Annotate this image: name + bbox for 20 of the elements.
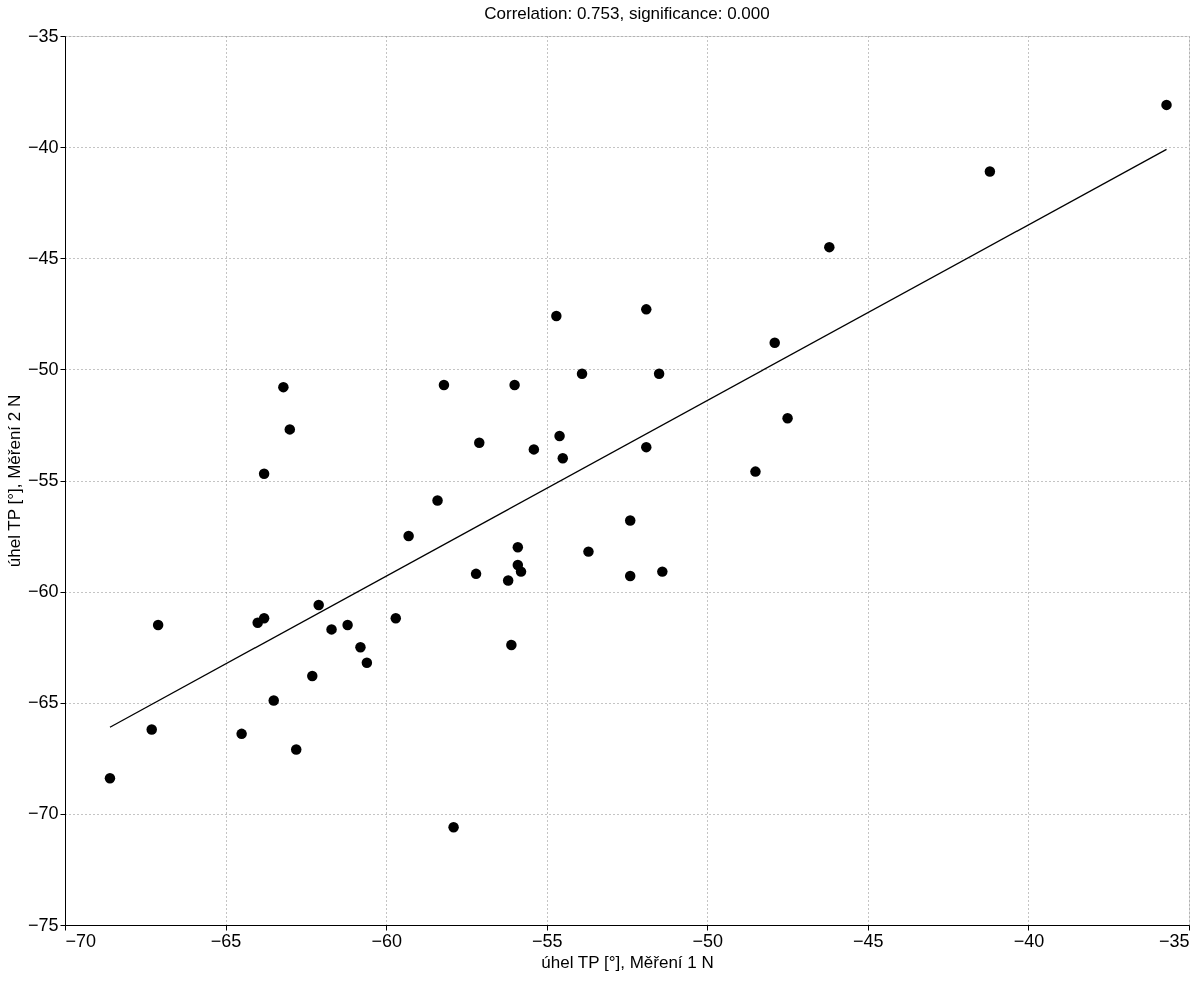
y-tick-label: −45 — [27, 247, 59, 268]
x-tick-label: −60 — [371, 930, 402, 951]
y-tick-label: −55 — [27, 470, 59, 490]
y-tick-label: −60 — [27, 581, 59, 602]
y-tick-label: −35 — [27, 25, 59, 46]
x-tick-label: −65 — [210, 930, 242, 951]
x-tick-label: −50 — [692, 930, 724, 951]
x-tick-label: −45 — [853, 930, 884, 951]
x-axis-title: úhel TP [°], Měření 1 N — [541, 952, 714, 972]
y-axis-title: úhel TP [°], Měření 2 N — [4, 394, 24, 568]
y-tick-label: −40 — [27, 136, 59, 157]
chart-title: Correlation: 0.753, significance: 0.000 — [484, 4, 770, 23]
y-tick-label: −65 — [27, 692, 59, 713]
x-tick-label: −35 — [1158, 930, 1190, 951]
x-tick-label: −55 — [531, 930, 563, 951]
x-tick-label: −40 — [1013, 930, 1045, 951]
x-tick-label: −70 — [65, 930, 97, 951]
y-tick-label: −50 — [27, 358, 59, 379]
y-tick-label: −75 — [27, 914, 59, 935]
y-tick-label: −70 — [27, 803, 59, 824]
